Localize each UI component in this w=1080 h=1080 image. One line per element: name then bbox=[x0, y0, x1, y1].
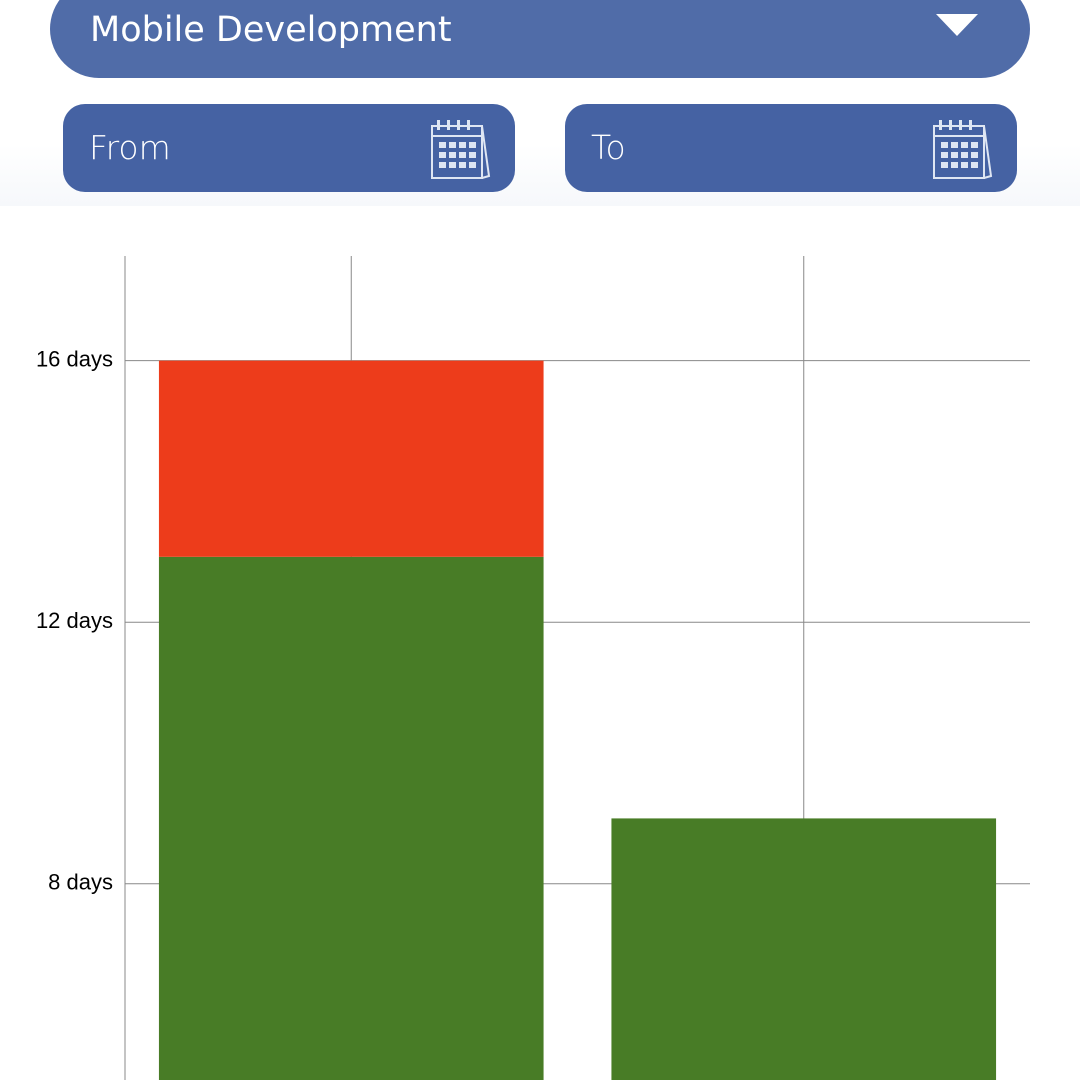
dropdown-label: Mobile Development bbox=[90, 10, 452, 50]
to-label: To bbox=[591, 128, 626, 167]
category-dropdown[interactable]: Mobile Development bbox=[50, 0, 1030, 78]
y-tick-label: 8 days bbox=[48, 870, 113, 895]
calendar-icon bbox=[933, 120, 993, 179]
from-label: From bbox=[89, 128, 171, 167]
from-date-button[interactable]: From bbox=[63, 104, 515, 192]
dropdown-arrow bbox=[936, 14, 978, 36]
bar-segment bbox=[611, 818, 997, 1080]
calendar-icon bbox=[431, 120, 491, 179]
bar-segment bbox=[158, 360, 544, 557]
y-tick-label: 16 days bbox=[36, 346, 113, 371]
filter-panel: Mobile Development From To bbox=[0, 0, 1080, 206]
to-date-button[interactable]: To bbox=[565, 104, 1017, 192]
bar-segment bbox=[158, 556, 544, 1080]
y-tick-label: 12 days bbox=[36, 608, 113, 633]
